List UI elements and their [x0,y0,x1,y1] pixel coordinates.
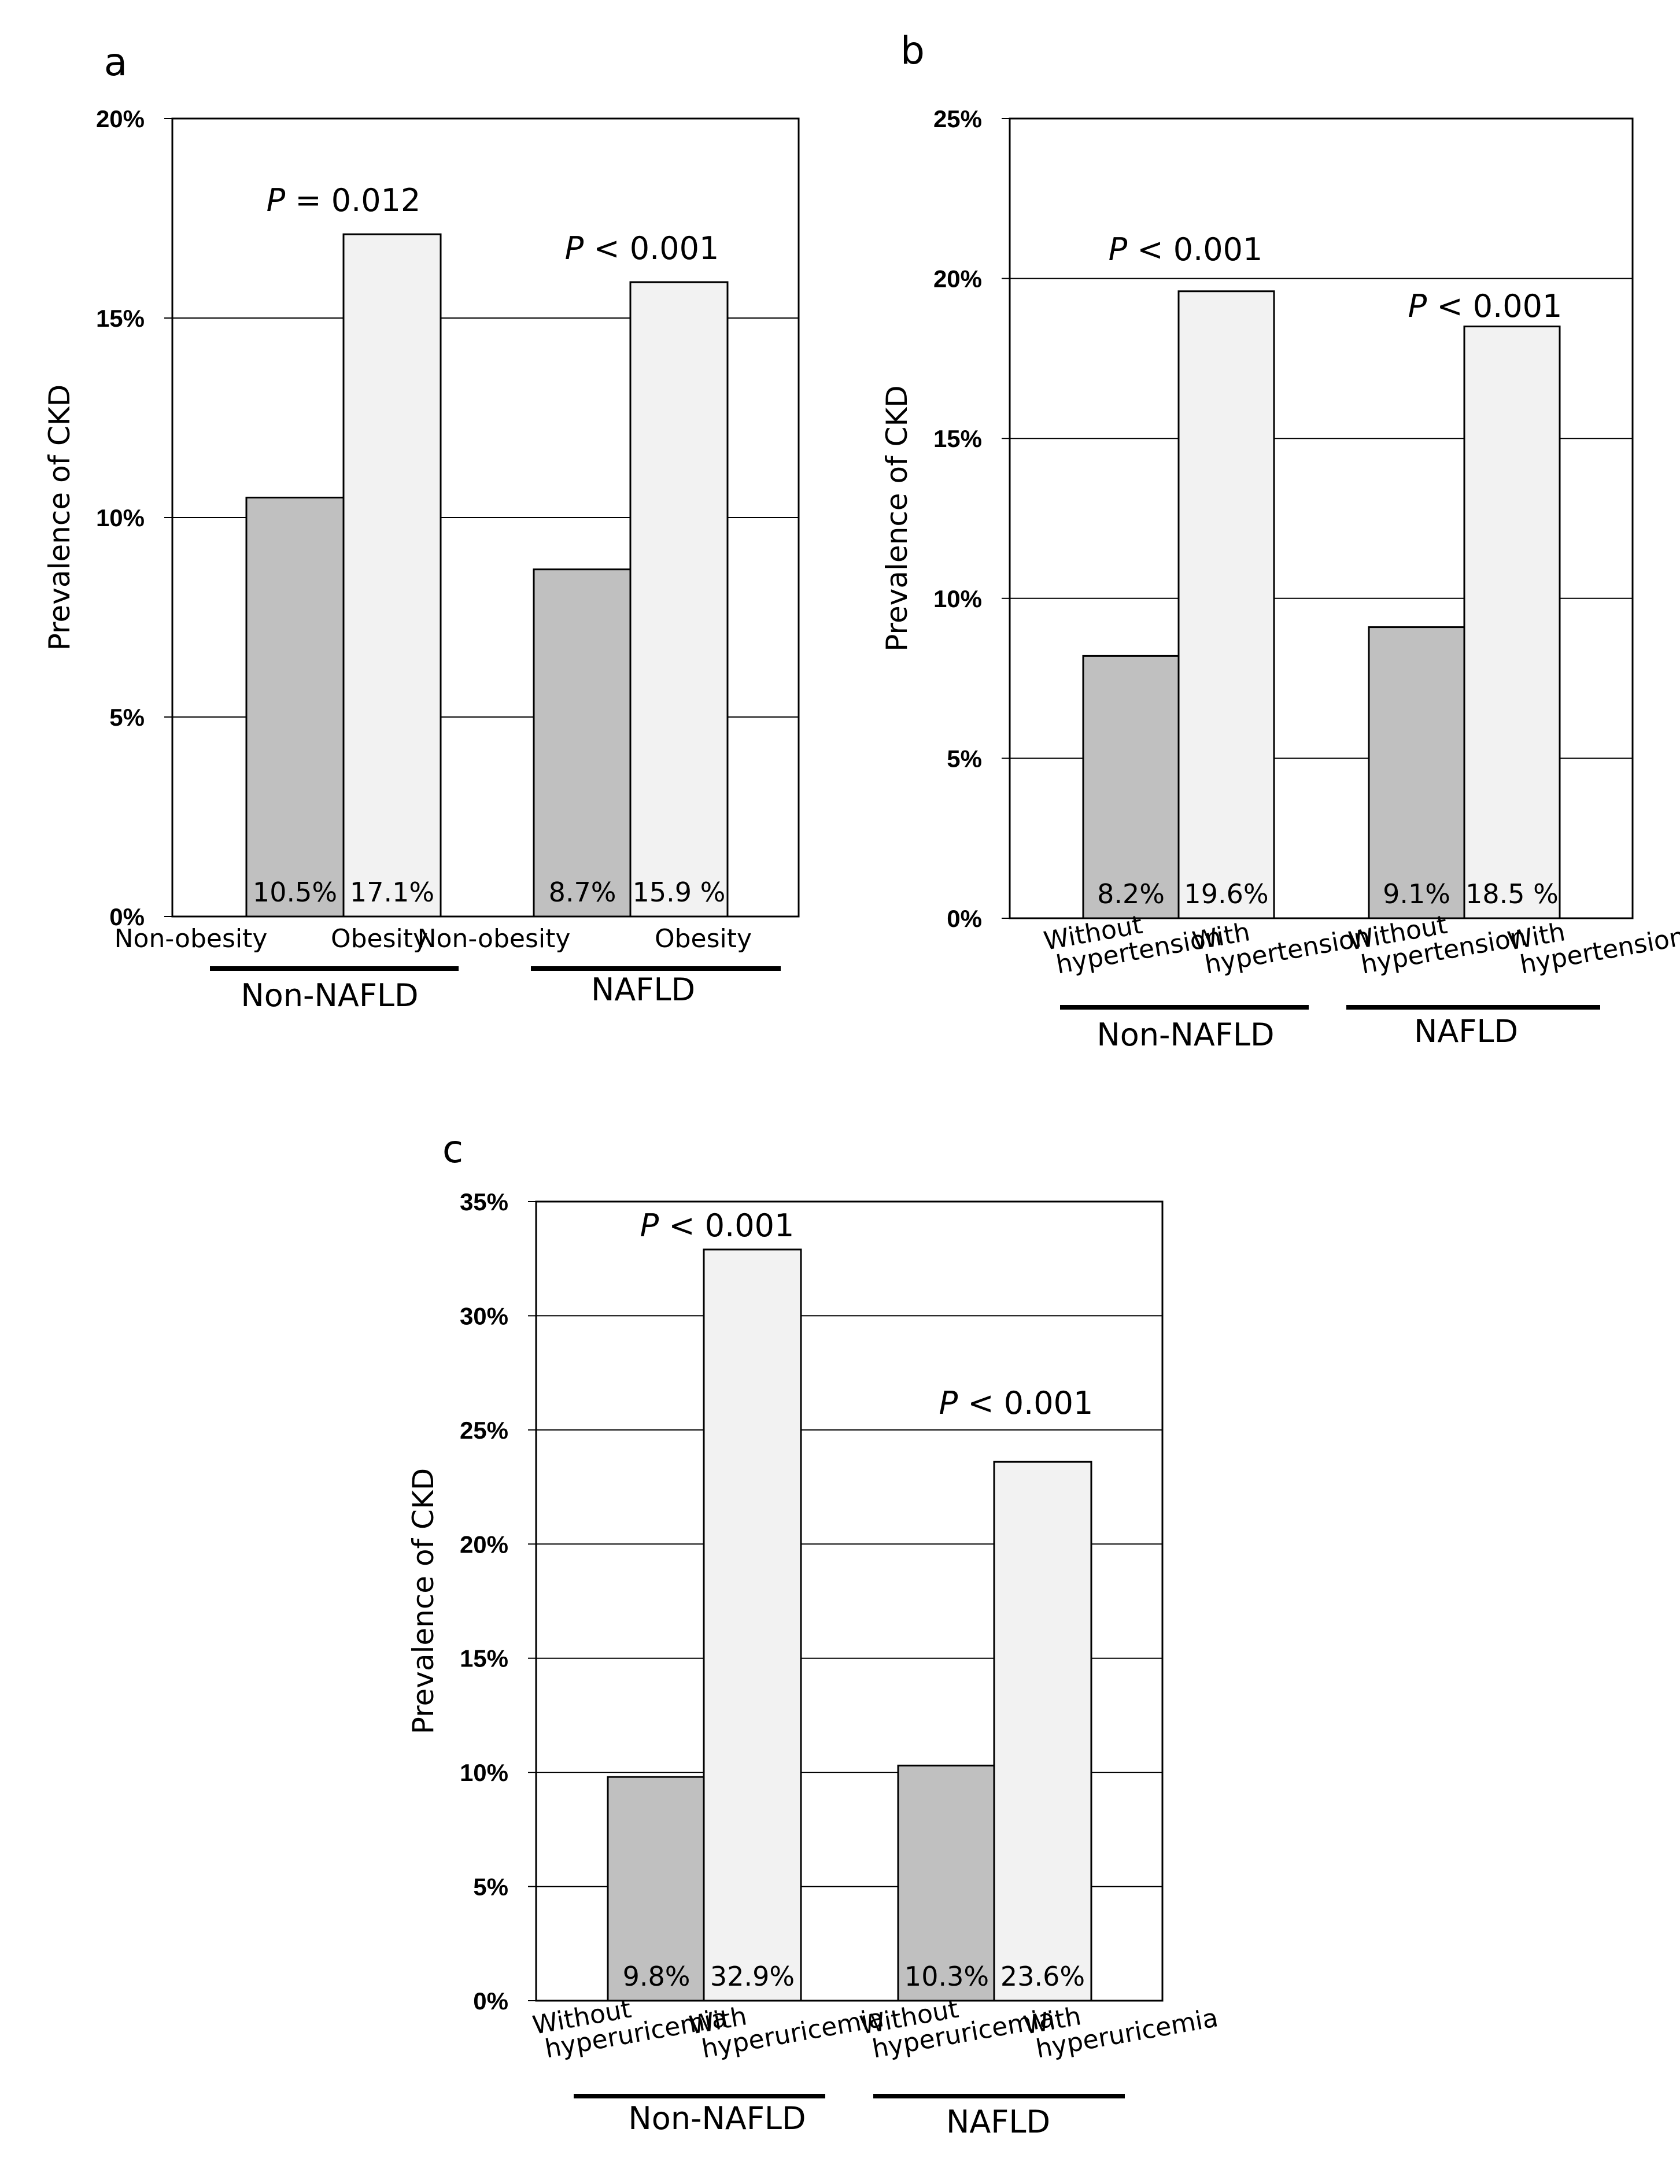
category-label: Obesity [655,924,752,954]
panel-letter: b [900,28,925,73]
plot-frame [1009,117,1634,919]
bar-value-label: 9.1% [1383,878,1450,910]
bar [245,497,345,918]
y-tick-label: 10% [460,1759,508,1786]
y-tick-label: 30% [460,1302,508,1329]
p-value-label: P < 0.001 [1408,288,1563,324]
y-tick-label: 35% [460,1188,508,1215]
plot-frame [171,117,800,918]
y-tick-label: 5% [109,704,145,731]
bar-value-label: 17.1% [350,877,434,908]
y-tick-label: 20% [460,1531,508,1558]
bar-value-label: 15.9 % [633,877,726,908]
y-tick-label: 0% [473,1987,508,2015]
group-label: Non-NAFLD [241,977,418,1014]
y-tick-label: 10% [933,585,982,612]
chart-panel-c: c 0% 5% 10% 15% 20% 25% 30% 35% Prevalence of CKD… [407,1127,1220,2140]
y-tick-label: 15% [933,425,982,452]
bar-value-label: 9.8% [623,1961,691,1992]
panel-letter: c [442,1127,463,1172]
bar [1177,290,1275,919]
y-axis-title: Prevalence of CKD [407,1468,440,1735]
bar [342,233,442,918]
y-axis-title: Prevalence of CKD [880,385,914,652]
group-label: NAFLD [946,2104,1050,2140]
p-value-label: P < 0.001 [1109,231,1263,268]
bar-value-label: 10.5% [253,877,337,908]
y-tick-label: 20% [933,265,982,293]
group-label: NAFLD [1414,1013,1518,1049]
bar [533,568,632,918]
y-tick-label: 25% [933,105,982,132]
y-tick-label: 0% [109,903,145,930]
bar [1368,626,1465,919]
bar-value-label: 8.7% [549,877,616,908]
bar-value-label: 10.3% [904,1961,989,1992]
bar [897,1764,996,2002]
y-tick-label: 25% [460,1417,508,1444]
group-label: Non-NAFLD [628,2100,806,2137]
y-axis-title: Prevalence of CKD [43,385,76,651]
bar [607,1776,706,2002]
plot-frame [535,1200,1164,2002]
y-tick-label: 0% [947,905,982,932]
bar-value-label: 8.2% [1097,878,1165,910]
panel-letter: a [104,40,127,84]
category-label: Non-obesity [418,924,571,954]
p-value-label: P < 0.001 [640,1207,795,1244]
p-value-label: P = 0.012 [267,182,421,219]
bar-value-label: 18.5 % [1465,878,1559,910]
group-label: Non-NAFLD [1096,1017,1274,1053]
bar-value-label: 32.9% [710,1961,795,1992]
bar [1082,655,1180,919]
y-tick-label: 20% [96,105,145,132]
category-label: Obesity [331,924,428,954]
y-tick-label: 5% [473,1873,508,1901]
bar [703,1248,802,2002]
group-label: NAFLD [591,971,695,1008]
bar-value-label: 23.6% [1000,1961,1085,1992]
p-value-label: P < 0.001 [565,230,719,267]
y-tick-label: 5% [947,745,982,772]
y-tick-label: 15% [96,305,145,332]
p-value-label: P < 0.001 [939,1385,1094,1421]
bar [1463,326,1561,919]
bar [629,281,729,918]
bar-value-label: 19.6% [1184,878,1268,910]
category-label: Non-obesity [115,924,268,954]
chart-panel-a: a 0% 5% 10% 15% 20% Prevalence of CKD 10.5% Non-… [43,40,800,1014]
y-tick-label: 10% [96,504,145,531]
bar [993,1461,1092,2002]
y-tick-label: 15% [460,1645,508,1672]
chart-panel-b: b0%5%10%15%20%25%Prevalence of CKD8.2%Wi… [880,28,1680,1053]
